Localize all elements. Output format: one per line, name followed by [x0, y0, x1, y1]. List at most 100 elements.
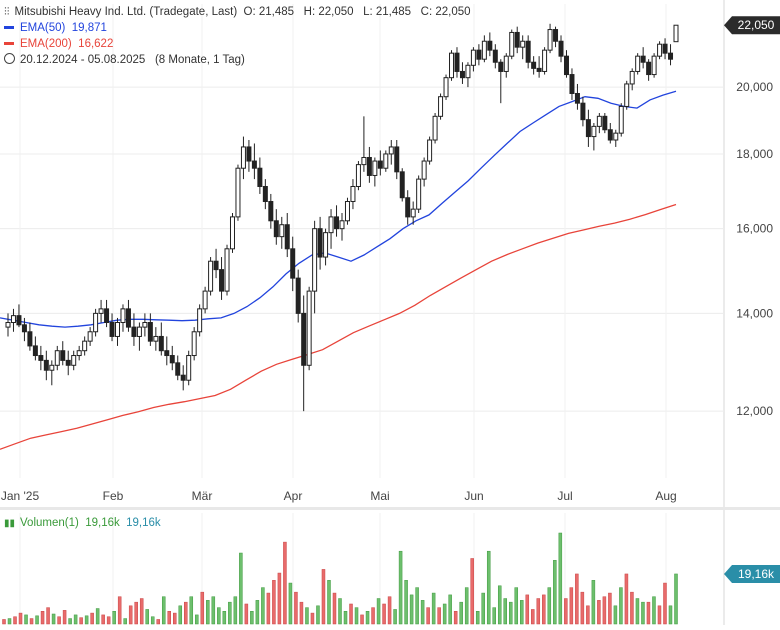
candle-body-down: [158, 335, 164, 352]
candle-body-up: [427, 139, 433, 162]
candle: [438, 93, 444, 120]
ema200-swatch: [4, 42, 14, 46]
candle: [465, 62, 471, 88]
candle-body-up: [355, 164, 361, 187]
candle-body-down: [454, 52, 460, 72]
candle: [262, 179, 268, 210]
candle-body-down: [563, 55, 569, 76]
volume-bar: [497, 585, 502, 625]
candle-body-up: [416, 178, 422, 210]
candle: [235, 164, 241, 221]
candle: [98, 299, 104, 323]
candle-body-up: [235, 167, 241, 218]
volume-bar: [668, 605, 673, 625]
candle-body-down: [317, 228, 323, 258]
candle-body-up: [186, 355, 192, 381]
candle: [180, 365, 186, 391]
volume-bar: [619, 587, 623, 625]
candle-body-down: [668, 52, 674, 60]
candle: [629, 68, 635, 91]
candle-body-down: [219, 269, 225, 292]
candle: [503, 53, 509, 78]
volume-bar: [261, 587, 265, 625]
candle-body-down: [21, 324, 27, 333]
candle: [585, 109, 591, 147]
candle-body-down: [531, 61, 537, 69]
pane-separator: [0, 507, 780, 510]
candle-body-down: [246, 146, 252, 162]
candle-body-down: [476, 49, 482, 60]
title-row: ⫶⫶ Mitsubishi Heavy Ind. Ltd. (Tradegate,…: [4, 4, 471, 20]
candle-body-down: [536, 67, 542, 72]
price-tick-label: 16,000: [736, 222, 773, 236]
candle: [668, 44, 674, 66]
volume-bar: [569, 587, 574, 625]
volume-bar: [597, 600, 601, 625]
candle: [60, 341, 66, 366]
candle-body-down: [487, 40, 493, 51]
candle: [334, 205, 340, 237]
candle-body-down: [569, 74, 575, 94]
candle: [120, 304, 126, 332]
volume-bar: [46, 607, 50, 625]
candle-body-down: [27, 331, 33, 347]
candle-body-up: [54, 350, 60, 366]
candle: [591, 123, 597, 151]
candle-body-up: [93, 312, 99, 333]
volume-bar: [7, 618, 12, 625]
candle-body-up: [547, 29, 553, 51]
candle-body-up: [591, 125, 597, 138]
candle: [542, 47, 548, 75]
candle-body-up: [5, 322, 11, 328]
candle-body-up: [224, 248, 230, 292]
volume-bar: [663, 582, 667, 625]
candle-body-up: [98, 308, 104, 314]
candle: [388, 140, 394, 165]
candle: [432, 113, 438, 144]
volume-bar: [294, 591, 298, 625]
candle-body-up: [10, 315, 16, 324]
candle-body-up: [438, 96, 444, 117]
candle: [607, 123, 613, 144]
candle-body-down: [574, 92, 580, 104]
candle: [175, 355, 181, 381]
candle-body-down: [662, 43, 668, 54]
volume-bar: [531, 609, 535, 625]
volume-bar: [95, 608, 100, 625]
ema50-label: EMA(50): [20, 22, 66, 34]
volume-bar: [547, 587, 552, 625]
volume-bar: [40, 611, 45, 625]
candle: [405, 190, 411, 225]
candle-body-up: [76, 350, 82, 357]
price-tick-label: 20,000: [736, 80, 773, 94]
candle: [531, 56, 537, 75]
volume-bar: [536, 598, 541, 625]
candle-body-down: [580, 102, 586, 121]
volume-bar: [415, 587, 419, 625]
candle-body-up: [202, 290, 208, 310]
volume-bar: [652, 596, 656, 625]
candle: [306, 286, 312, 371]
candle-body-up: [388, 146, 394, 155]
candle-body-down: [377, 160, 383, 169]
candle: [295, 269, 301, 323]
candle-body-up: [542, 49, 548, 72]
chart-title: Mitsubishi Heavy Ind. Ltd. (Tradegate, L…: [14, 6, 238, 18]
candle-body-up: [618, 105, 624, 134]
volume-badge-shape: [724, 564, 780, 583]
volume-bar: [387, 596, 392, 625]
candle: [284, 213, 290, 258]
volume-bar: [393, 609, 397, 625]
candle: [186, 350, 192, 386]
volume-bar: [613, 605, 618, 625]
candle: [476, 44, 482, 66]
candle: [651, 53, 657, 78]
candle-body-up: [432, 115, 438, 141]
volume-bar: [73, 614, 78, 625]
candle-body-down: [16, 315, 22, 326]
volume-bar: [564, 598, 568, 625]
candle-body-up: [520, 40, 526, 48]
candle: [82, 336, 88, 356]
candle: [229, 213, 235, 253]
candle: [481, 35, 487, 63]
